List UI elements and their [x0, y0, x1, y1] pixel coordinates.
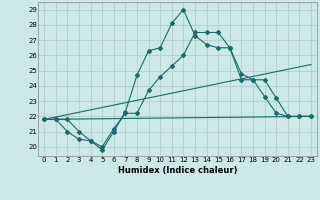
X-axis label: Humidex (Indice chaleur): Humidex (Indice chaleur): [118, 166, 237, 175]
